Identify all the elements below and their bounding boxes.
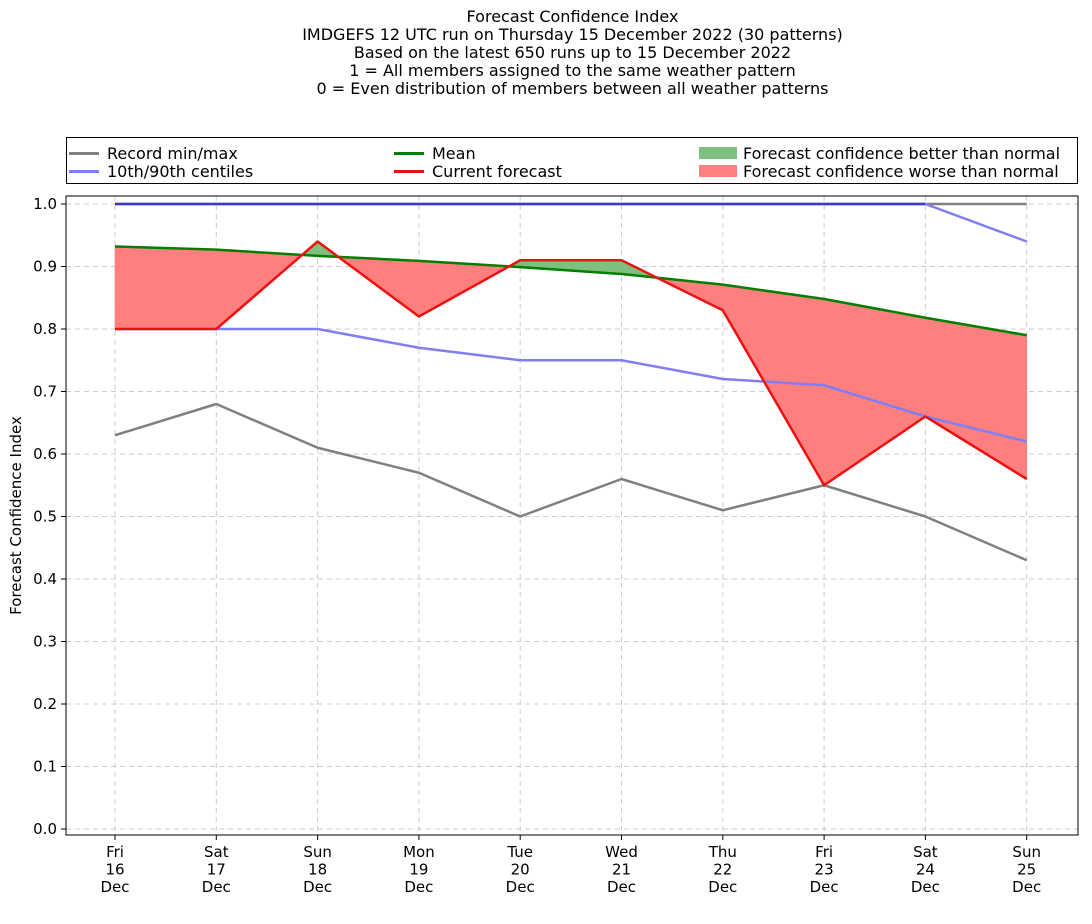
legend-label-worse: Forecast confidence worse than normal	[743, 161, 1059, 181]
chart-legend: Record min/max 10th/90th centiles Mean C…	[66, 137, 1078, 184]
x-tick-label: Dec	[708, 878, 737, 896]
legend-label-better: Forecast confidence better than normal	[743, 143, 1061, 163]
record-min-line	[114, 402, 1028, 562]
plot-frame	[65, 195, 1079, 836]
chart-subtitle-run: IMDGEFS 12 UTC run on Thursday 15 Decemb…	[302, 25, 843, 44]
y-tick-label: 0.4	[33, 570, 57, 588]
x-tick-label: Dec	[607, 878, 636, 896]
x-tick-label: 18	[308, 861, 327, 879]
y-tick-label: 1.0	[33, 195, 57, 213]
legend-item-current: Current forecast	[394, 161, 562, 181]
worse-than-normal-fill	[925, 317, 1027, 480]
x-tick-label: Dec	[202, 878, 231, 896]
x-tick-label: 20	[511, 861, 530, 879]
worse-than-normal-fill	[114, 246, 217, 330]
legend-swatch-worse	[699, 165, 737, 177]
x-axis: Fri16DecSat17DecSun18DecMon19DecTue20Dec…	[100, 835, 1041, 896]
x-tick-label: Dec	[1012, 878, 1041, 896]
x-tick-label: 23	[815, 861, 834, 879]
legend-item-worse: Forecast confidence worse than normal	[699, 161, 1059, 181]
x-tick-label: Thu	[708, 843, 737, 861]
x-tick-label: 17	[207, 861, 226, 879]
legend-swatch-record	[69, 151, 99, 155]
worse-than-normal-fill	[823, 298, 926, 486]
x-tick-label: Mon	[403, 843, 435, 861]
chart-subtitle-zero: 0 = Even distribution of members between…	[316, 79, 829, 98]
y-tick-label: 0.1	[33, 758, 57, 776]
legend-swatch-centiles	[69, 169, 99, 173]
chart-title-block: Forecast Confidence Index IMDGEFS 12 UTC…	[0, 8, 1092, 98]
legend-swatch-mean	[394, 151, 424, 155]
confidence-fills	[114, 240, 1027, 487]
x-tick-label: Fri	[815, 843, 833, 861]
x-tick-label: 16	[105, 861, 124, 879]
x-tick-label: 25	[1017, 861, 1036, 879]
legend-swatch-better	[699, 147, 737, 159]
y-tick-label: 0.0	[33, 820, 57, 838]
y-tick-label: 0.7	[33, 383, 57, 401]
x-tick-label: Tue	[506, 843, 533, 861]
y-tick-label: 0.9	[33, 258, 57, 276]
y-tick-label: 0.5	[33, 508, 57, 526]
x-tick-label: Dec	[404, 878, 433, 896]
legend-swatch-current	[394, 169, 424, 173]
x-tick-label: Dec	[810, 878, 839, 896]
x-tick-label: 22	[713, 861, 732, 879]
chart-subtitle-basis: Based on the latest 650 runs up to 15 De…	[353, 43, 792, 62]
x-tick-label: Dec	[303, 878, 332, 896]
x-tick-label: Sat	[913, 843, 938, 861]
legend-item-centiles: 10th/90th centiles	[69, 161, 254, 181]
x-tick-label: Wed	[605, 843, 638, 861]
x-tick-label: Dec	[506, 878, 535, 896]
y-axis: 0.0 0.1 0.2 0.3 0.4 0.5 0.6 0.7 0.8 0.9 1.0	[33, 195, 66, 838]
y-axis-label: Forecast Confidence Index	[7, 416, 25, 615]
x-tick-label: 19	[409, 861, 428, 879]
legend-label-centiles: 10th/90th centiles	[107, 161, 254, 181]
y-tick-label: 0.3	[33, 633, 57, 651]
x-tick-label: 21	[612, 861, 631, 879]
legend-item-record: Record min/max	[69, 143, 238, 163]
chart-subtitle-one: 1 = All members assigned to the same wea…	[349, 61, 796, 80]
chart-title: Forecast Confidence Index	[466, 7, 679, 26]
x-tick-label: Dec	[100, 878, 129, 896]
mean-line	[114, 245, 1027, 337]
p90-line	[924, 202, 1028, 243]
y-tick-label: 0.8	[33, 320, 57, 338]
legend-item-mean: Mean	[394, 143, 476, 163]
x-tick-label: Dec	[911, 878, 940, 896]
x-tick-label: Sun	[303, 843, 332, 861]
x-tick-label: Sat	[204, 843, 229, 861]
x-tick-label: Fri	[106, 843, 124, 861]
x-tick-label: Sun	[1012, 843, 1041, 861]
x-tick-label: 24	[916, 861, 935, 879]
current-forecast-line	[115, 240, 1028, 487]
legend-item-better: Forecast confidence better than normal	[699, 143, 1061, 163]
y-tick-label: 0.6	[33, 445, 57, 463]
legend-label-record: Record min/max	[107, 143, 238, 163]
y-tick-label: 0.2	[33, 695, 57, 713]
legend-label-mean: Mean	[432, 143, 476, 163]
p10-line	[115, 327, 1027, 443]
legend-label-current: Current forecast	[432, 161, 562, 181]
